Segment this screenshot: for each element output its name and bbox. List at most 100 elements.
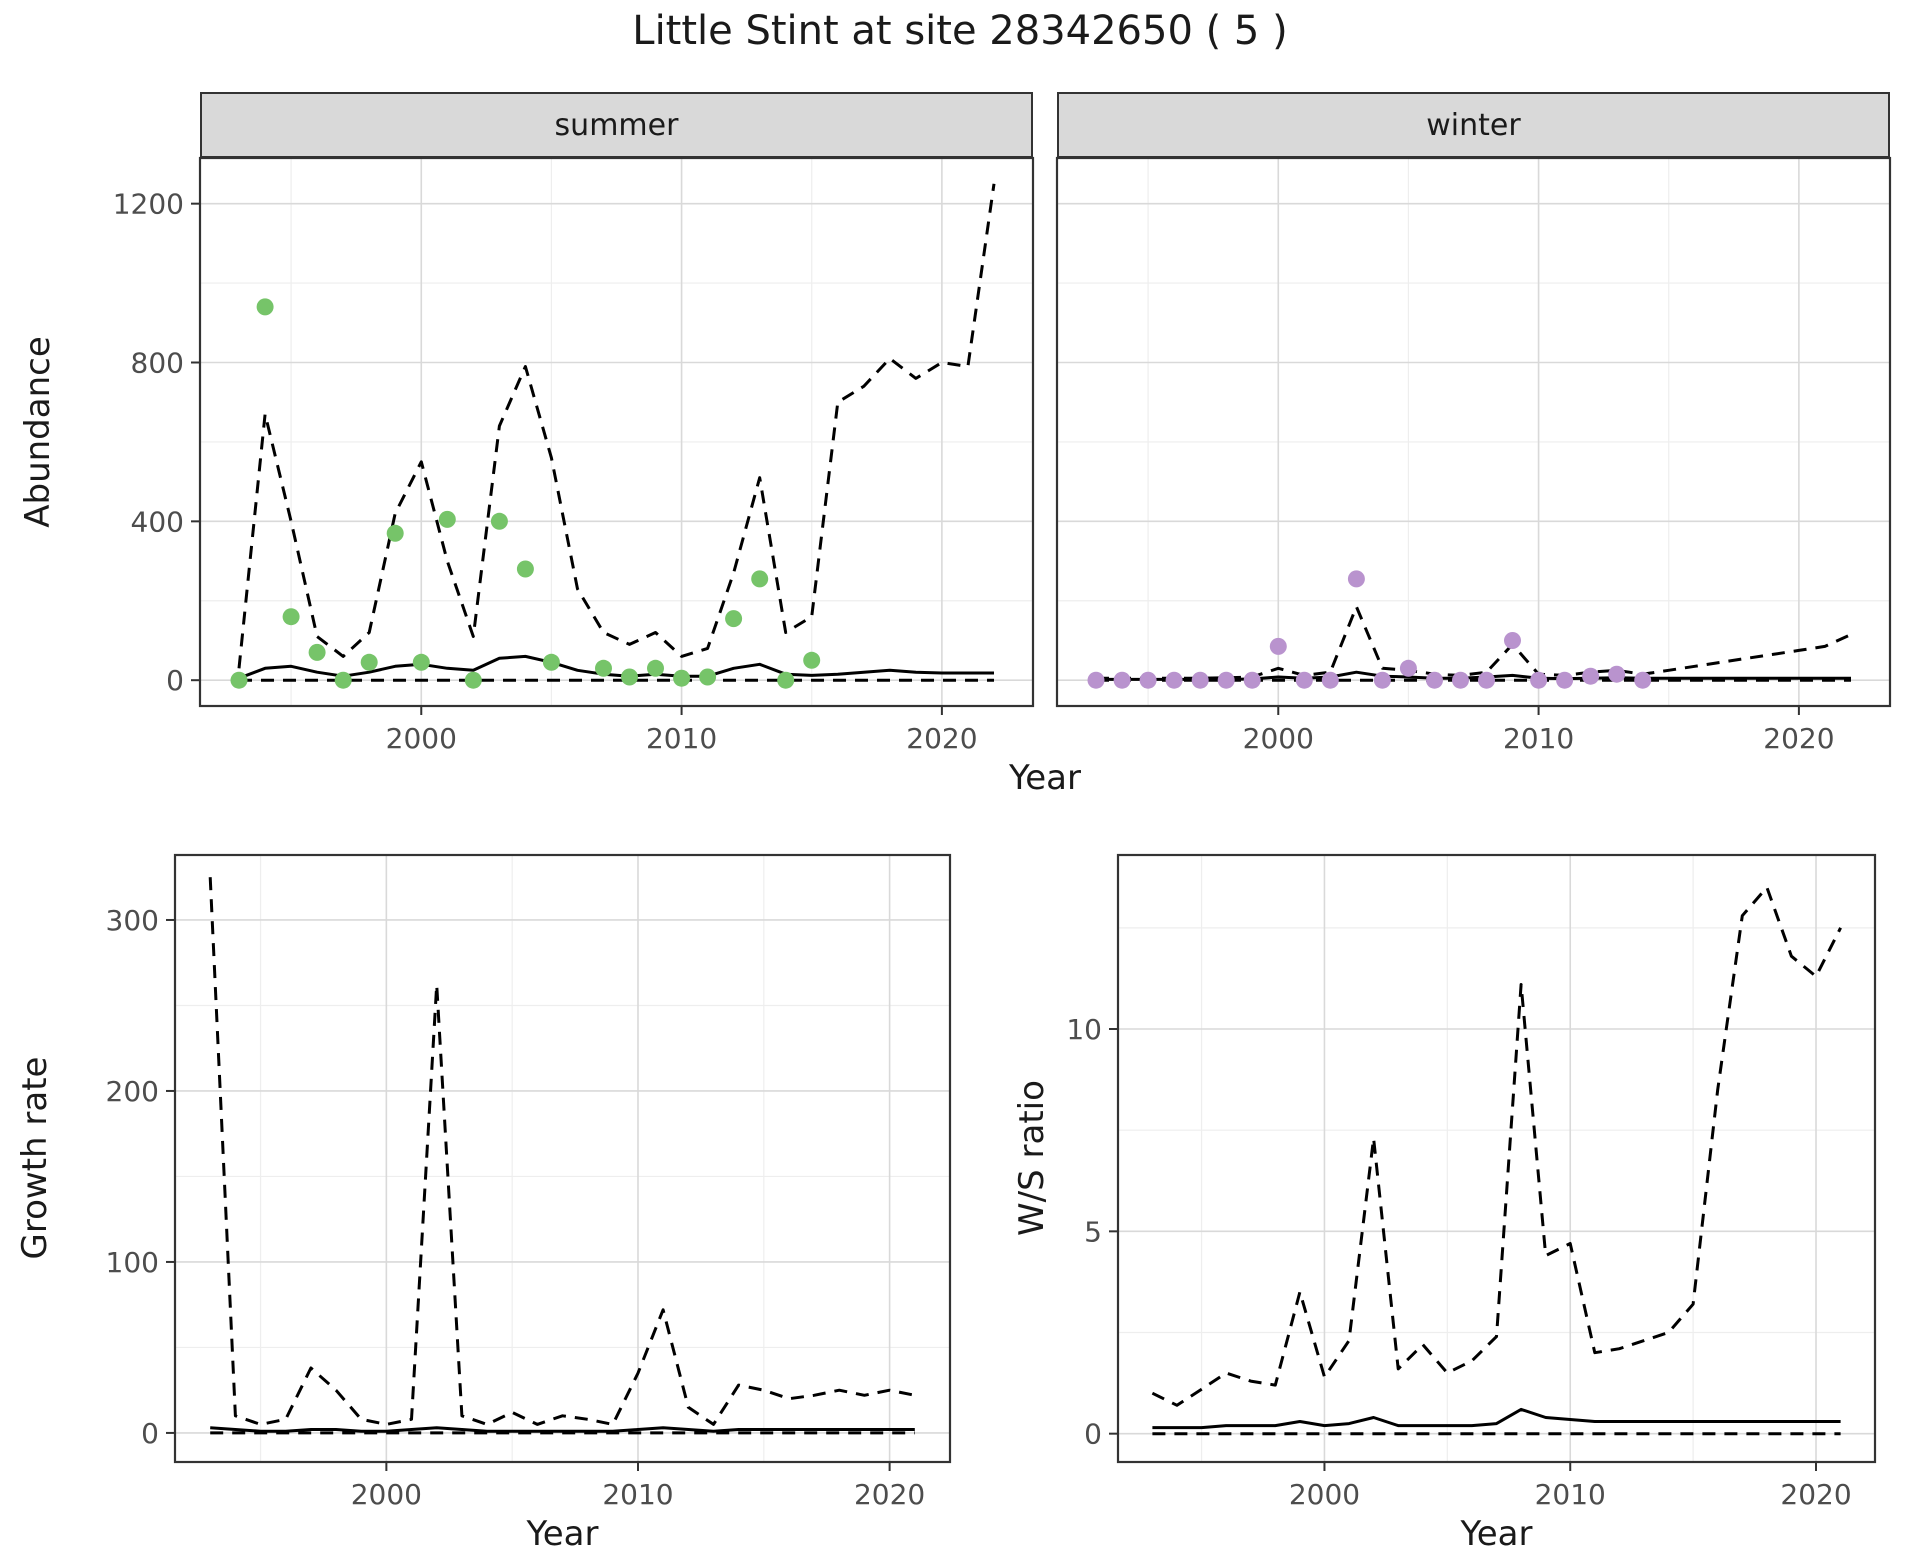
abundance_winter-observed-point — [1113, 671, 1131, 689]
y-axis-title-growth-rate: Growth rate — [15, 1056, 55, 1260]
panel-background — [1118, 855, 1875, 1462]
x-tick-label: 2010 — [1535, 1478, 1606, 1511]
abundance_winter-observed-point — [1582, 667, 1600, 685]
abundance_winter-observed-point — [1399, 659, 1417, 677]
abundance_winter-observed-point — [1321, 671, 1339, 689]
panel-background — [1057, 158, 1890, 706]
gridlines-minor — [1118, 855, 1875, 1462]
panel-background — [200, 158, 1033, 706]
abundance_summer-observed-point — [256, 298, 274, 316]
abundance_winter-dashed-upper — [1096, 605, 1852, 680]
panel-abundance_summer: 2000 2010 2020 0 400 800 1200 — [113, 156, 1035, 755]
y-tick-label: 200 — [106, 1075, 159, 1108]
abundance_summer-solid-line — [238, 654, 994, 680]
x-tick-label: 2000 — [1289, 1478, 1360, 1511]
x-tick-label: 2010 — [646, 722, 717, 755]
abundance_winter-observed-point — [1191, 671, 1209, 689]
abundance_winter-observed-point — [1608, 665, 1626, 683]
gridlines-minor — [200, 158, 1033, 706]
ws_ratio-solid-line — [1152, 1407, 1841, 1430]
abundance_summer-observed-point — [725, 610, 743, 628]
x-axis-title-year-ws: Year — [1460, 1514, 1533, 1554]
growth_rate-solid-line — [210, 1426, 915, 1433]
axis-ticks: 2000 2010 2020 0 400 800 1200 — [113, 188, 978, 755]
abundance_winter-observed-point — [1269, 637, 1287, 655]
panel-border — [1116, 853, 1877, 1464]
y-axis-title-ws-ratio: W/S ratio — [1012, 1080, 1052, 1236]
abundance_summer-observed-point — [595, 659, 612, 677]
x-axis-title-year-growth: Year — [526, 1514, 599, 1554]
abundance_summer-observed-point — [412, 653, 430, 671]
y-tick-label: 1200 — [113, 188, 184, 221]
x-tick-label: 2000 — [1243, 722, 1314, 755]
abundance_summer-observed-point — [438, 510, 456, 528]
y-tick-label: 300 — [106, 904, 159, 937]
abundance_summer-observed-point — [621, 668, 638, 686]
abundance_summer-observed-point — [516, 560, 534, 578]
panel-background — [175, 855, 950, 1462]
abundance_summer-observed-point — [673, 669, 691, 687]
abundance_summer-observed-point — [647, 659, 664, 677]
abundance_winter-observed-point — [1087, 671, 1105, 689]
growth_rate-dashed-upper — [208, 877, 916, 1426]
abundance_summer-observed-point — [699, 668, 717, 686]
x-tick-label: 2010 — [602, 1478, 673, 1511]
series-group — [1087, 570, 1852, 689]
panel-border — [173, 853, 952, 1464]
abundance_summer-observed-point — [542, 653, 560, 671]
abundance_summer-observed-point — [360, 653, 378, 671]
abundance_winter-observed-point — [1452, 671, 1469, 689]
y-axis-title-abundance: Abundance — [18, 336, 58, 528]
abundance_winter-observed-point — [1426, 671, 1443, 689]
x-tick-label: 2020 — [1763, 722, 1834, 755]
abundance_summer-observed-point — [464, 671, 482, 689]
abundance_winter-observed-point — [1295, 671, 1313, 689]
abundance_winter-observed-point — [1217, 671, 1235, 689]
abundance_winter-observed-point — [1556, 671, 1574, 689]
abundance_winter-observed-point — [1504, 632, 1521, 649]
axis-ticks: 2000 2010 2020 0 5 10 — [1066, 1013, 1851, 1511]
series-group — [230, 183, 996, 689]
y-tick-label: 800 — [131, 347, 184, 380]
series-group — [1151, 885, 1842, 1436]
abundance_summer-dashed-upper — [237, 183, 996, 669]
gridlines-major — [175, 855, 950, 1462]
x-axis-title-year-top: Year — [1009, 758, 1081, 798]
x-tick-label: 2010 — [1503, 722, 1574, 755]
y-tick-label: 10 — [1066, 1013, 1102, 1046]
abundance_winter-observed-point — [1373, 671, 1391, 689]
abundance_summer-observed-point — [308, 643, 326, 661]
abundance_winter-observed-point — [1165, 671, 1183, 689]
abundance_winter-observed-point — [1243, 671, 1261, 689]
y-tick-label: 0 — [141, 1417, 159, 1450]
x-tick-label: 2000 — [386, 722, 457, 755]
abundance_summer-observed-point — [803, 651, 821, 669]
abundance_summer-observed-point — [334, 671, 352, 689]
facet-strip-summer: summer — [200, 92, 1033, 158]
abundance_winter-observed-point — [1478, 671, 1495, 689]
gridlines-minor — [1057, 158, 1890, 706]
y-tick-label: 0 — [1084, 1418, 1102, 1451]
x-tick-label: 2020 — [854, 1478, 925, 1511]
abundance_summer-observed-point — [777, 671, 795, 689]
axis-ticks: 2000 2010 2020 0 100 200 300 — [106, 904, 926, 1511]
abundance_winter-observed-point — [1347, 570, 1365, 588]
x-tick-label: 2020 — [906, 722, 977, 755]
panel-ws_ratio: 2000 2010 2020 0 5 10 — [1066, 853, 1877, 1511]
facet-strip-winter: winter — [1057, 92, 1890, 158]
series-group — [208, 877, 916, 1435]
y-tick-label: 0 — [166, 664, 184, 697]
abundance_summer-observed-point — [230, 671, 248, 689]
ws_ratio-dashed-upper — [1151, 885, 1842, 1407]
x-tick-label: 2000 — [351, 1478, 422, 1511]
y-tick-label: 400 — [131, 505, 184, 538]
x-tick-label: 2020 — [1780, 1478, 1851, 1511]
gridlines-minor — [175, 855, 950, 1462]
panel-growth_rate: 2000 2010 2020 0 100 200 300 — [106, 853, 952, 1511]
y-tick-label: 100 — [106, 1246, 159, 1279]
chart-title: Little Stint at site 28342650 ( 5 ) — [632, 8, 1288, 54]
axis-ticks: 2000 2010 2020 — [1243, 706, 1835, 755]
panel-border — [1055, 156, 1892, 708]
